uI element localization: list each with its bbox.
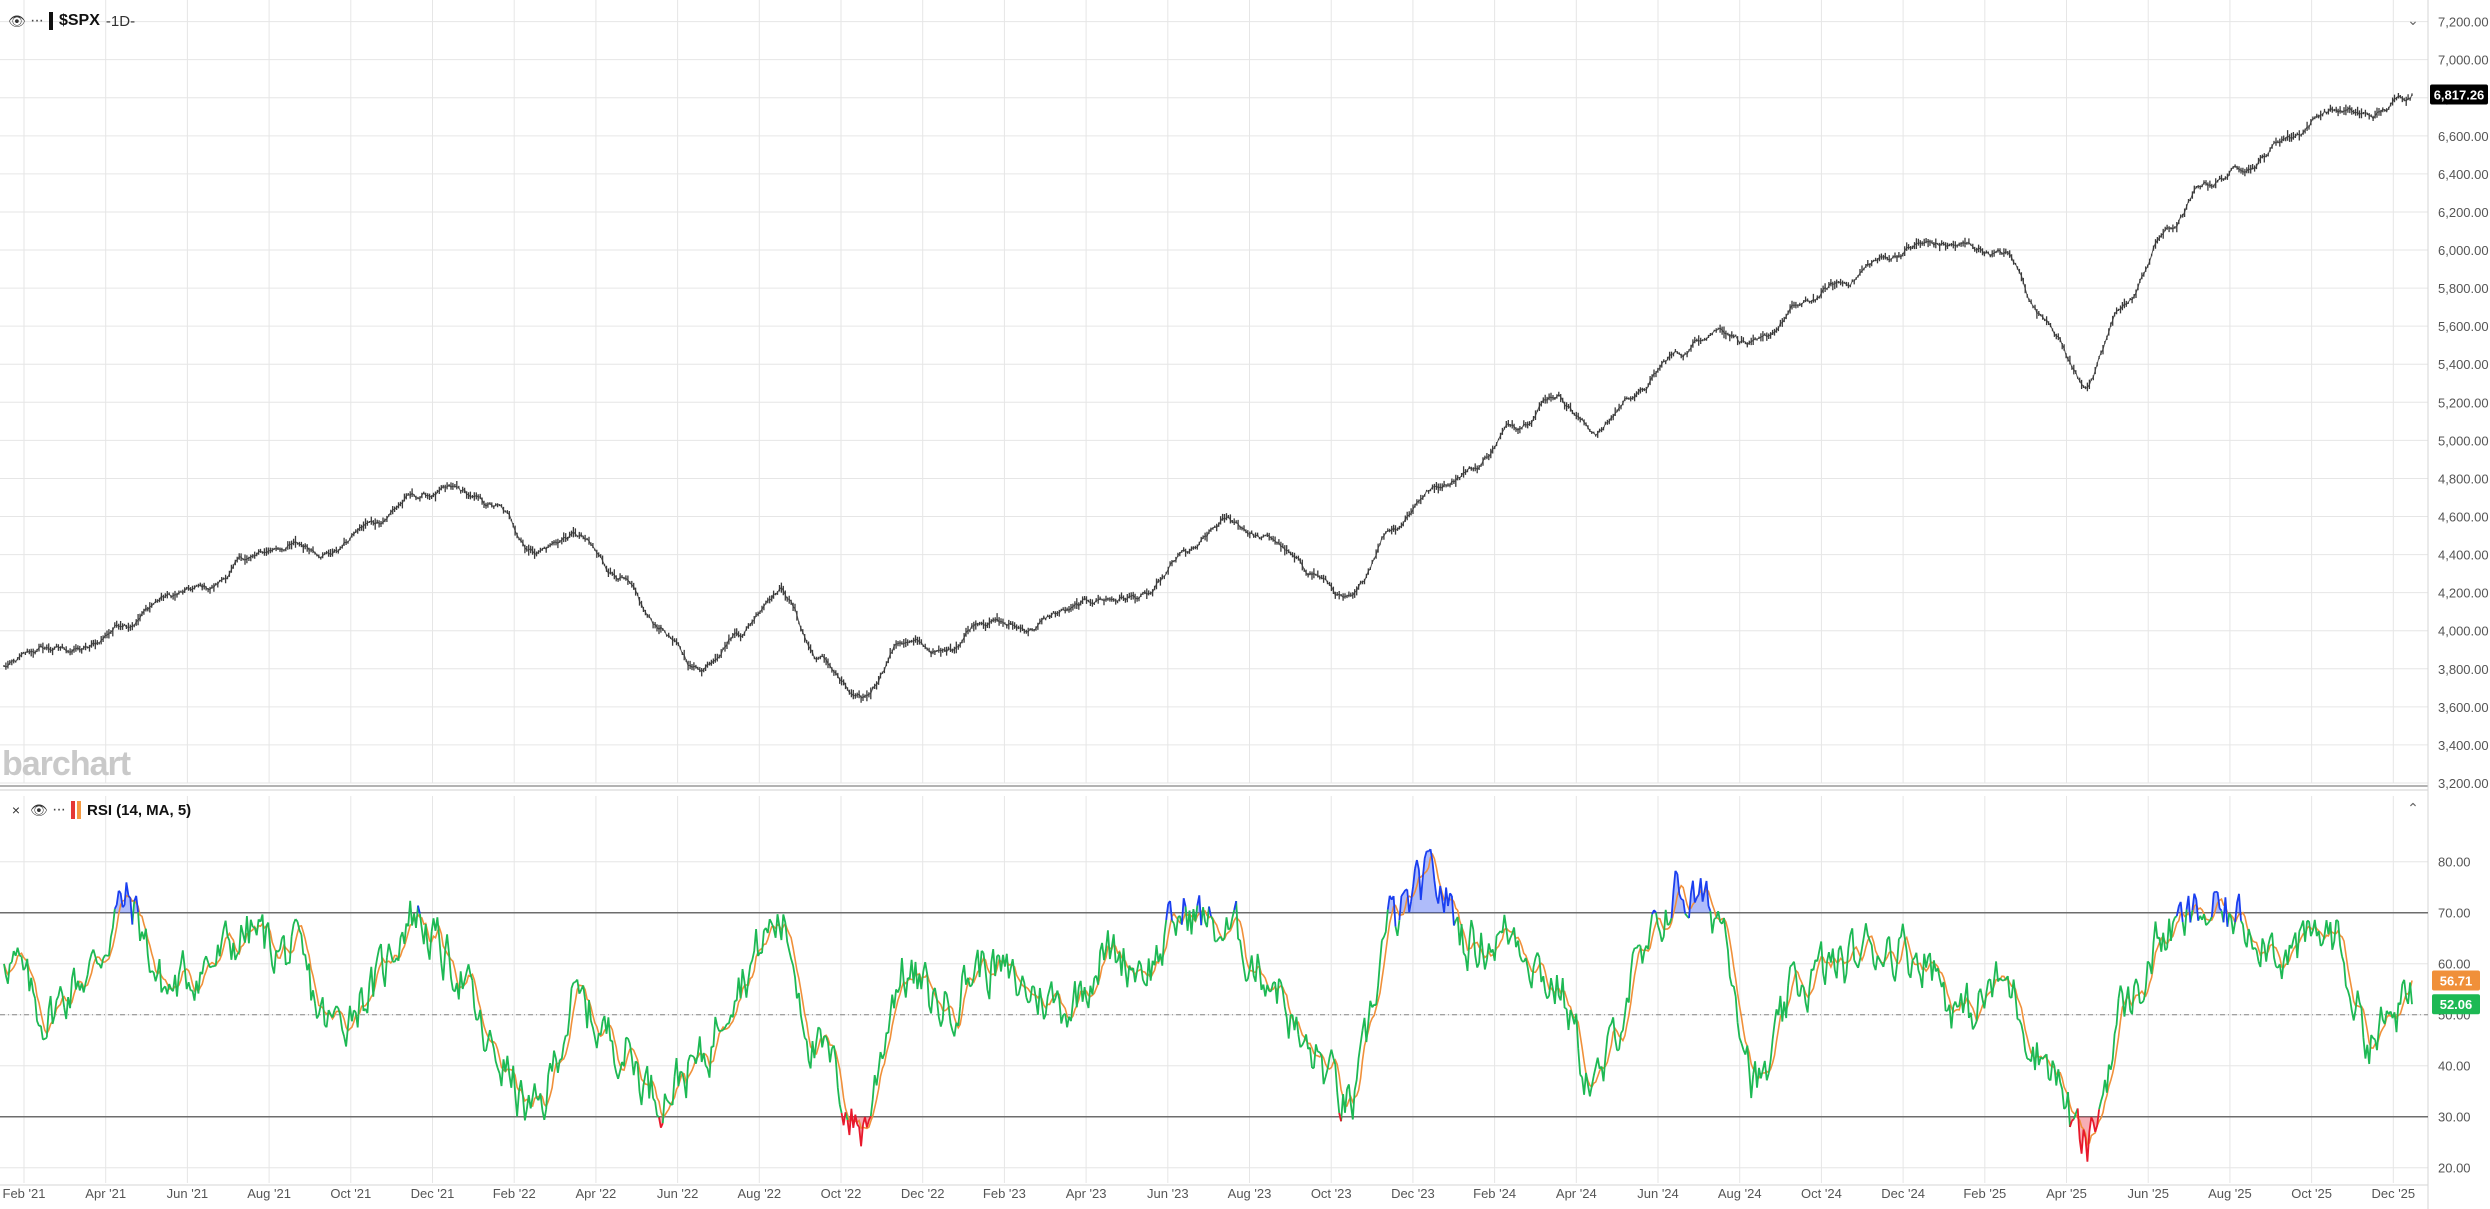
symbol-label[interactable]: $SPX <box>58 12 100 29</box>
time-axis-tick-label: Dec '25 <box>2371 1186 2415 1201</box>
time-axis-tick-label: Aug '24 <box>1718 1186 1762 1201</box>
more-dots-icon[interactable]: ··· <box>52 801 66 818</box>
last-price-tag <box>2430 84 2488 105</box>
price-axis-tick-label: 4,800.00 <box>2438 471 2489 486</box>
close-icon[interactable]: × <box>11 802 21 818</box>
price-axis-tick-label: 4,400.00 <box>2438 548 2489 563</box>
chevron-down-icon[interactable]: ⌄ <box>2407 12 2419 28</box>
rsi-legend: × 👁 ··· RSI (14, MA, 5) <box>8 799 191 821</box>
barchart-watermark: barchart <box>2 745 131 783</box>
price-axis-tick-label: 3,600.00 <box>2438 700 2489 715</box>
time-axis-tick-label: Dec '23 <box>1391 1186 1435 1201</box>
time-axis-tick-label: Jun '22 <box>657 1186 699 1201</box>
price-axis-tick-label: 5,800.00 <box>2438 281 2489 296</box>
rsi-axis-tick-label: 30.00 <box>2438 1110 2471 1125</box>
indicator-label[interactable]: RSI (14, MA, 5) <box>86 801 192 819</box>
price-axis-tick-label: 6,400.00 <box>2438 167 2489 182</box>
price-axis-tick-label: 6,200.00 <box>2438 205 2489 220</box>
rsi-axis-tick-label: 20.00 <box>2438 1161 2471 1176</box>
rsi-ma-value-tag <box>2432 970 2480 991</box>
ma-color-swatch <box>76 801 81 819</box>
time-axis-tick-label: Jun '25 <box>2127 1186 2169 1201</box>
price-axis-tick-label: 3,800.00 <box>2438 662 2489 677</box>
time-axis-tick-label: Oct '22 <box>821 1186 862 1201</box>
price-axis-tick-label: 4,600.00 <box>2438 510 2489 525</box>
rsi-line <box>3 900 2413 1128</box>
price-axis-tick-label: 6,000.00 <box>2438 243 2489 258</box>
price-axis-tick-label: 7,000.00 <box>2438 53 2489 68</box>
time-axis-tick-label: Dec '24 <box>1881 1186 1925 1201</box>
price-axis-tick-label: 5,600.00 <box>2438 319 2489 334</box>
time-axis-tick-label: Oct '23 <box>1311 1186 1352 1201</box>
price-axis-tick-label: 3,400.00 <box>2438 738 2489 753</box>
time-axis-tick-label: Apr '21 <box>85 1186 126 1201</box>
time-axis-tick-label: Aug '23 <box>1228 1186 1272 1201</box>
time-axis-tick-label: Aug '25 <box>2208 1186 2252 1201</box>
time-axis-tick-label: Apr '22 <box>576 1186 617 1201</box>
price-legend: 👁 ··· $SPX -1D- <box>8 10 135 32</box>
time-axis-tick-label: Aug '22 <box>737 1186 781 1201</box>
rsi-axis-tick-label: 40.00 <box>2438 1059 2471 1074</box>
eye-icon[interactable]: 👁 <box>30 801 48 818</box>
time-axis-tick-label: Aug '21 <box>247 1186 291 1201</box>
time-axis-tick-label: Dec '21 <box>411 1186 455 1201</box>
time-axis-tick-label: Feb '22 <box>493 1186 536 1201</box>
time-axis-tick-label: Apr '24 <box>1556 1186 1597 1201</box>
more-dots-icon[interactable]: ··· <box>30 12 44 29</box>
rsi-axis-tick-label: 70.00 <box>2438 906 2471 921</box>
time-axis-tick-label: Feb '21 <box>3 1186 46 1201</box>
price-axis-tick-label: 4,200.00 <box>2438 586 2489 601</box>
time-axis-tick-label: Oct '24 <box>1801 1186 1842 1201</box>
time-axis-tick-label: Feb '25 <box>1963 1186 2006 1201</box>
time-axis-tick-label: Feb '24 <box>1473 1186 1516 1201</box>
price-axis-tick-label: 5,200.00 <box>2438 395 2489 410</box>
price-axis-tick-label: 7,200.00 <box>2438 15 2489 30</box>
rsi-axis-tick-label: 60.00 <box>2438 957 2471 972</box>
rsi-axis-tick-label: 80.00 <box>2438 855 2471 870</box>
time-axis-tick-label: Jun '24 <box>1637 1186 1679 1201</box>
rsi-ma-value-label: 56.71 <box>2440 973 2473 988</box>
time-axis-tick-label: Dec '22 <box>901 1186 945 1201</box>
chevron-up-icon[interactable]: ⌃ <box>2407 800 2419 816</box>
time-axis-tick-label: Feb '23 <box>983 1186 1026 1201</box>
price-axis-tick-label: 5,400.00 <box>2438 357 2489 372</box>
price-axis-tick-label: 3,200.00 <box>2438 776 2489 791</box>
rsi-value-tag <box>2432 994 2480 1015</box>
price-axis-tick-label: 5,000.00 <box>2438 433 2489 448</box>
series-color-swatch <box>48 12 53 30</box>
rsi-color-swatch <box>70 801 75 819</box>
time-axis-tick-label: Jun '23 <box>1147 1186 1189 1201</box>
price-axis-tick-label: 6,600.00 <box>2438 129 2489 144</box>
last-price-label: 6,817.26 <box>2434 87 2485 102</box>
price-line <box>3 94 2413 699</box>
price-axis-tick-label: 4,000.00 <box>2438 624 2489 639</box>
time-axis-tick-label: Oct '21 <box>330 1186 371 1201</box>
rsi-line-overbought <box>113 848 2242 927</box>
rsi-value-label: 52.06 <box>2440 997 2473 1012</box>
eye-icon[interactable]: 👁 <box>8 12 26 29</box>
time-axis-tick-label: Oct '25 <box>2291 1186 2332 1201</box>
time-axis-tick-label: Apr '25 <box>2046 1186 2087 1201</box>
time-axis-tick-label: Apr '23 <box>1066 1186 1107 1201</box>
time-axis-tick-label: Jun '21 <box>167 1186 209 1201</box>
rsi-line-oversold <box>658 1108 2100 1162</box>
timeframe-label[interactable]: -1D- <box>105 12 136 30</box>
